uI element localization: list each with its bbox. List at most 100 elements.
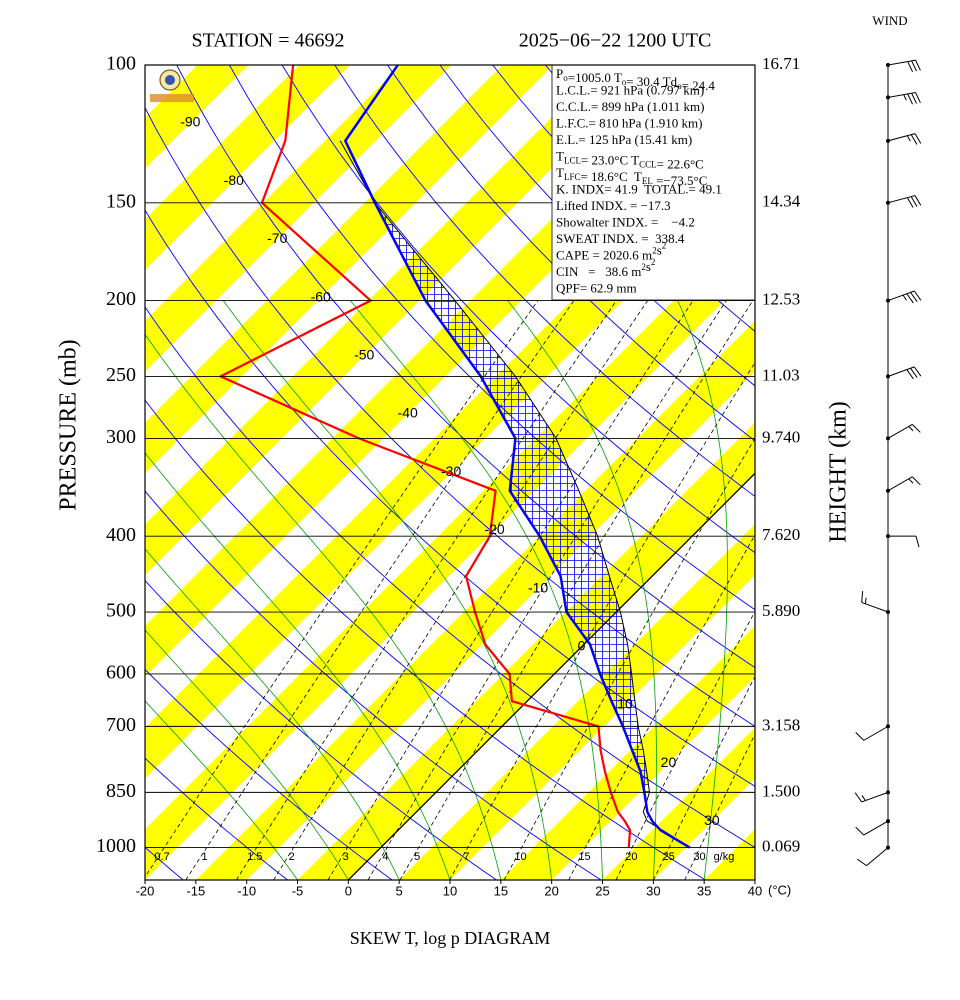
- x-tick-label: 25: [595, 883, 609, 898]
- barb-half: [864, 597, 867, 604]
- barb-feather: [913, 366, 922, 377]
- height-label: 5.890: [762, 601, 800, 620]
- dry-adiabat: [914, 65, 960, 880]
- isotherm-label: 20: [661, 754, 677, 770]
- dry-adiabat: [861, 65, 960, 880]
- wind-barb: [855, 724, 890, 741]
- isotherm-label: -10: [528, 579, 548, 595]
- y-tick-label: 200: [106, 288, 136, 310]
- y-tick-label: 300: [106, 426, 136, 448]
- y-tick-label: 1000: [96, 835, 136, 857]
- isotherm-label: -70: [267, 230, 287, 246]
- moist-adiabat: [350, 300, 603, 880]
- barb-feather: [861, 591, 864, 603]
- moist-adiabat: [145, 700, 298, 880]
- isotherm-label: 10: [617, 696, 633, 712]
- x-axis-label: SKEW T, log p DIAGRAM: [350, 928, 551, 948]
- y-tick-label: 100: [106, 53, 136, 75]
- barb-shaft: [887, 92, 916, 98]
- info-sub: o: [622, 77, 627, 87]
- x-tick-label: -5: [292, 883, 304, 898]
- x-tick-label: 20: [544, 883, 558, 898]
- info-text: T: [556, 165, 564, 180]
- info-text: = 24.4: [682, 78, 716, 93]
- barb-feather: [914, 195, 922, 206]
- mixing-ratio-label: 10: [514, 851, 526, 863]
- barb-half: [908, 478, 914, 484]
- dry-adiabat: [281, 65, 755, 554]
- isotherm-band: [145, 65, 350, 270]
- wind-barb: [886, 534, 920, 548]
- wind-barb: [886, 92, 921, 105]
- wind-barb: [886, 366, 922, 380]
- mixing-ratio-label: 2: [289, 851, 295, 863]
- barb-feather: [907, 61, 914, 73]
- info-sub: o: [677, 81, 682, 91]
- isotherm-label: -30: [441, 463, 461, 479]
- height-label: 7.620: [762, 525, 800, 544]
- info-text: =1005.0 T: [568, 70, 622, 85]
- y-tick-label: 250: [106, 364, 136, 386]
- wind-barb: [886, 133, 922, 145]
- info-line: K. INDX= 41.9 TOTAL.= 49.1: [556, 181, 722, 196]
- barb-feather: [855, 731, 865, 741]
- info-line: Lifted INDX. = −17.3: [556, 198, 671, 213]
- barb-feather: [856, 858, 867, 867]
- mixing-ratio-label: 7: [463, 851, 469, 863]
- wind-barb: [886, 423, 921, 441]
- x-tick-label: 40: [748, 883, 762, 898]
- wind-barb: [856, 845, 890, 867]
- info-line: CAPE = 2020.6 m2s2: [556, 241, 666, 263]
- info-text: = 30.4 Td: [626, 74, 677, 89]
- barb-feather: [855, 826, 865, 836]
- mixing-ratio-line: [185, 300, 575, 880]
- info-line: SWEAT INDX. = 338.4: [556, 231, 685, 246]
- info-text: QPF= 62.9 mm: [556, 280, 637, 295]
- info-text: = 22.6°C: [657, 156, 704, 171]
- barb-shaft: [887, 195, 916, 204]
- x-tick-label: -20: [136, 883, 155, 898]
- info-sup: 2: [662, 241, 667, 251]
- moist-adiabat: [145, 333, 502, 880]
- profile-line: [344, 65, 691, 849]
- barb-feather: [915, 92, 921, 104]
- isotherm-band: [500, 625, 755, 880]
- isotherm-label: -60: [311, 288, 331, 304]
- barb-shaft: [887, 59, 916, 66]
- moist-adiabat: [222, 300, 553, 880]
- mixing-ratio-label: 0.7: [154, 851, 169, 863]
- info-line: TLFC= 18.6°C TEL =−73.5°C: [556, 165, 707, 188]
- mixing-ratio-line: [568, 534, 755, 880]
- station-title: STATION = 46692: [191, 30, 344, 52]
- profile-line: [219, 65, 632, 848]
- barb-feather: [915, 59, 921, 71]
- info-sub: LCL: [564, 156, 581, 166]
- barb-shaft: [887, 290, 915, 302]
- height-label: 9.740: [762, 427, 800, 446]
- moist-adiabat: [145, 629, 349, 880]
- y-tick-label: 850: [106, 780, 136, 802]
- mixing-ratio-line: [236, 300, 617, 880]
- info-text: SWEAT INDX. = 338.4: [556, 231, 685, 246]
- logo: [150, 69, 194, 102]
- info-text: L.F.C.= 810 hPa (1.910 km): [556, 115, 702, 130]
- barb-feather: [913, 290, 922, 301]
- mixing-ratio-line: [273, 300, 648, 880]
- mixing-ratio-unit: g/kg: [714, 851, 735, 863]
- info-line: C.C.L.= 899 hPa (1.011 km): [556, 99, 704, 114]
- info-text: L.C.L.= 921 hPa (0.797 km): [556, 82, 704, 97]
- info-sub: EL: [642, 176, 653, 186]
- isotherm-label: 0: [578, 638, 586, 654]
- isotherm-band: [145, 65, 554, 474]
- info-text: C.C.L.= 899 hPa (1.011 km): [556, 99, 704, 114]
- barb-shaft: [866, 847, 889, 866]
- plot-border: [144, 64, 756, 881]
- barb-feather: [911, 93, 917, 104]
- wind-barb: [886, 476, 921, 493]
- isotherm-band: [145, 65, 249, 169]
- mixing-ratio-label: 20: [625, 851, 637, 863]
- barb-feather: [906, 197, 914, 208]
- isotherm-band: [399, 524, 755, 880]
- mixing-ratio-label: 15: [578, 851, 590, 863]
- info-sub: CCL: [639, 160, 657, 170]
